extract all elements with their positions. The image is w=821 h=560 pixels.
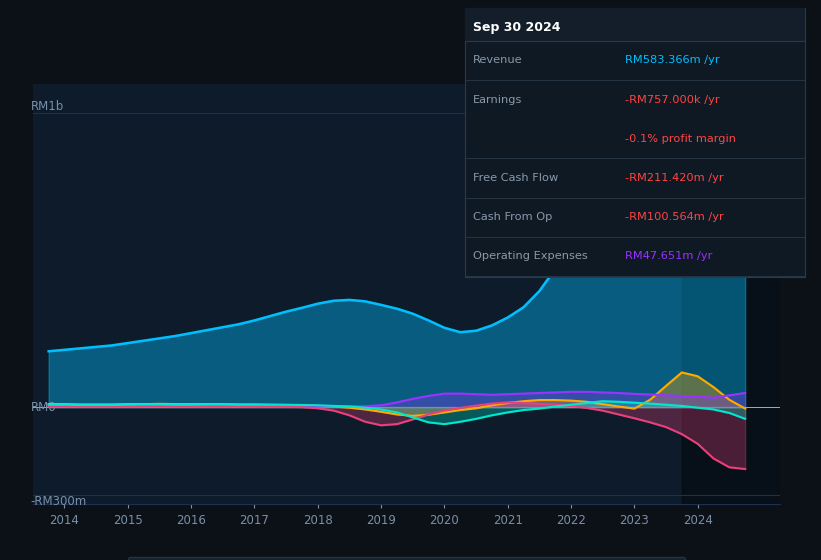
Text: -RM757.000k /yr: -RM757.000k /yr xyxy=(625,95,719,105)
Text: -RM300m: -RM300m xyxy=(30,495,87,508)
Text: Free Cash Flow: Free Cash Flow xyxy=(473,173,558,183)
Text: -0.1% profit margin: -0.1% profit margin xyxy=(625,134,736,144)
Legend: Revenue, Earnings, Free Cash Flow, Cash From Op, Operating Expenses: Revenue, Earnings, Free Cash Flow, Cash … xyxy=(128,557,685,560)
Text: Sep 30 2024: Sep 30 2024 xyxy=(473,21,561,35)
Text: Operating Expenses: Operating Expenses xyxy=(473,251,588,262)
Text: RM0: RM0 xyxy=(30,400,56,414)
Text: RM47.651m /yr: RM47.651m /yr xyxy=(625,251,712,262)
Text: RM583.366m /yr: RM583.366m /yr xyxy=(625,55,719,66)
Bar xyxy=(681,84,780,504)
Text: -RM211.420m /yr: -RM211.420m /yr xyxy=(625,173,723,183)
Text: Revenue: Revenue xyxy=(473,55,522,66)
Text: RM1b: RM1b xyxy=(30,100,64,113)
Text: Earnings: Earnings xyxy=(473,95,522,105)
Text: Cash From Op: Cash From Op xyxy=(473,212,553,222)
Text: -RM100.564m /yr: -RM100.564m /yr xyxy=(625,212,723,222)
